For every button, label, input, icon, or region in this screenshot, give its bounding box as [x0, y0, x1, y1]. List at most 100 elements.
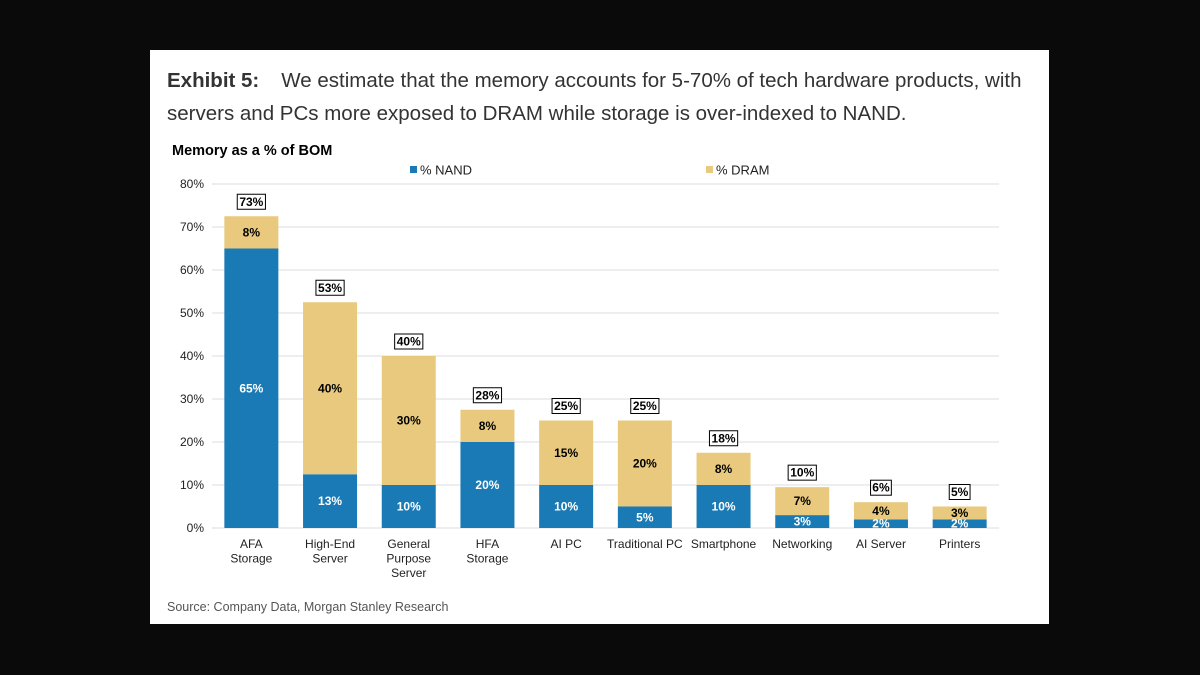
y-tick-label: 30%	[180, 392, 204, 406]
total-label: 28%	[475, 388, 499, 402]
segment-label: 2%	[951, 517, 969, 531]
total-label: 18%	[712, 431, 736, 445]
bar-segment	[460, 442, 515, 528]
category-label: General Purpose Server	[386, 537, 431, 580]
bar-segment	[932, 519, 987, 528]
bar-segment	[775, 515, 830, 528]
segment-label: 10%	[397, 500, 421, 514]
category-label: AI PC	[550, 537, 582, 551]
exhibit-caption: Exhibit 5: We estimate that the memory ac…	[167, 64, 1037, 130]
total-box	[236, 193, 266, 210]
total-label: 6%	[872, 481, 890, 495]
bar-group: 5% 20% 25%	[617, 398, 672, 528]
total-box	[551, 398, 581, 414]
bar-segment	[224, 216, 279, 249]
bar-segment	[539, 420, 594, 485]
segment-label: 15%	[554, 446, 578, 460]
segment-label: 3%	[794, 515, 812, 529]
segment-label: 30%	[397, 414, 421, 428]
y-tick-label: 10%	[180, 478, 204, 492]
bar-group: 2%3% 5%	[932, 484, 987, 531]
segment-label: 13%	[318, 494, 342, 508]
chart-title: Memory as a % of BOM	[172, 143, 332, 159]
bar-group: 13% 40% 53%	[303, 279, 358, 528]
total-box	[315, 279, 345, 296]
segment-label: 4%	[872, 504, 890, 518]
segment-label: 10%	[554, 500, 578, 514]
total-label: 10%	[790, 466, 814, 480]
chart: Memory as a % of BOM % NAND % DRAM 0% 10% 2…	[172, 143, 999, 580]
bar-segment	[224, 248, 279, 528]
category-label: AFA Storage	[230, 537, 272, 566]
bar-segment	[303, 302, 358, 475]
category-label: Printers	[939, 537, 980, 551]
total-box	[870, 479, 892, 496]
total-box	[787, 464, 817, 481]
segment-label: 8%	[479, 419, 497, 433]
bar-segment	[775, 487, 830, 516]
legend-swatch	[410, 166, 417, 173]
bar-segment	[460, 409, 515, 442]
category-label: AI Server	[856, 537, 906, 551]
total-label: 40%	[397, 335, 421, 349]
legend: % NAND % DRAM	[410, 163, 769, 178]
total-label: 73%	[239, 195, 263, 209]
y-tick-label: 40%	[180, 349, 204, 363]
exhibit-text: We estimate that the memory accounts for…	[167, 69, 1022, 125]
bar-segment	[539, 485, 594, 528]
y-tick-label: 20%	[180, 435, 204, 449]
total-label: 25%	[633, 399, 657, 413]
bar-group: 3% 7% 10%	[775, 464, 830, 529]
segment-label: 20%	[475, 478, 499, 492]
y-tick-label: 70%	[180, 220, 204, 234]
bar-segment	[696, 452, 751, 485]
bar-group: 2%4% 6%	[853, 479, 908, 531]
bar-group: 10% 30% 40%	[381, 333, 436, 528]
exhibit-card: Exhibit 5: We estimate that the memory ac…	[150, 50, 1049, 624]
total-box	[708, 430, 739, 447]
category-label: Networking	[772, 537, 832, 551]
y-tick-label: 80%	[180, 177, 204, 191]
segment-label: 40%	[318, 381, 342, 395]
segment-label: 65%	[239, 381, 263, 395]
total-box	[948, 484, 971, 500]
legend-swatch	[706, 166, 713, 173]
source-note: Source: Company Data, Morgan Stanley Res…	[167, 600, 449, 614]
bar-segment	[303, 474, 358, 528]
segment-label: 3%	[951, 506, 969, 520]
total-box	[630, 398, 660, 414]
bar-segment	[381, 356, 436, 485]
category-label: Smartphone	[691, 537, 757, 551]
bar-segment	[932, 506, 987, 520]
category-label: HFA Storage	[466, 537, 508, 566]
legend-label: % NAND	[420, 163, 472, 178]
y-tick-label: 50%	[180, 306, 204, 320]
total-label: 25%	[554, 399, 578, 413]
bar-segment	[853, 502, 908, 520]
bar-segment	[853, 519, 908, 528]
category-label: High-End Server	[305, 537, 355, 566]
y-tick-label: 0%	[187, 521, 205, 535]
segment-label: 10%	[712, 500, 736, 514]
bar-group: 10% 8% 18%	[696, 430, 751, 528]
segment-label: 2%	[872, 517, 890, 531]
bar-segment	[617, 420, 672, 507]
segment-label: 8%	[243, 225, 261, 239]
total-box	[472, 387, 503, 404]
bar-segment	[381, 485, 436, 528]
bars: 65% 8% 73% 13% 40% 53% 10% 30% 40% 20% 8% 28% 10% 15%…	[224, 193, 987, 531]
total-label: 53%	[318, 281, 342, 295]
category-label: Traditional PC	[607, 537, 683, 551]
total-label: 5%	[951, 485, 969, 499]
y-axis: 0% 10% 20% 30% 40% 50% 60% 70% 80%	[180, 177, 204, 535]
exhibit-label: Exhibit 5:	[167, 69, 260, 92]
x-axis: AFA Storage High-End Server General Purpose Se…	[230, 537, 980, 580]
legend-label: % DRAM	[716, 163, 769, 178]
total-box	[394, 333, 424, 350]
segment-label: 8%	[715, 462, 733, 476]
bar-group: 10% 15% 25%	[539, 398, 594, 528]
y-tick-label: 60%	[180, 263, 204, 277]
bar-segment	[617, 506, 672, 528]
segment-label: 20%	[633, 457, 657, 471]
segment-label: 7%	[794, 494, 812, 508]
